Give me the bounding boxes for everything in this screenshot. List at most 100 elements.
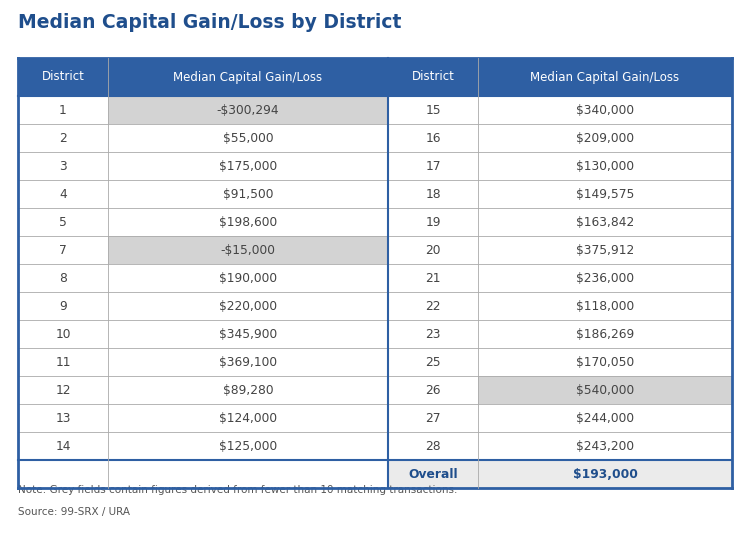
Bar: [18, 152, 108, 180]
Text: $244,000: $244,000: [576, 411, 634, 425]
Text: $369,100: $369,100: [219, 355, 277, 368]
Bar: [478, 404, 732, 432]
Text: $175,000: $175,000: [219, 160, 278, 173]
Bar: [108, 124, 388, 152]
Bar: [108, 264, 388, 292]
Bar: [18, 432, 108, 460]
Text: $163,842: $163,842: [576, 215, 634, 228]
Text: $540,000: $540,000: [576, 384, 634, 397]
Bar: [388, 292, 478, 320]
Text: 20: 20: [425, 244, 441, 257]
Bar: [478, 292, 732, 320]
Bar: [478, 96, 732, 124]
Bar: [18, 264, 108, 292]
Bar: [478, 124, 732, 152]
Bar: [18, 376, 108, 404]
Bar: [18, 58, 108, 96]
Bar: [108, 96, 388, 124]
Text: $190,000: $190,000: [219, 271, 277, 284]
Text: $118,000: $118,000: [576, 300, 634, 312]
Bar: [478, 58, 732, 96]
Bar: [18, 124, 108, 152]
Text: 17: 17: [425, 160, 441, 173]
Bar: [108, 376, 388, 404]
Bar: [388, 460, 478, 488]
Text: 2: 2: [59, 131, 67, 144]
Bar: [108, 432, 388, 460]
Text: $89,280: $89,280: [223, 384, 273, 397]
Text: $340,000: $340,000: [576, 104, 634, 117]
Text: 4: 4: [59, 187, 67, 201]
Text: $209,000: $209,000: [576, 131, 634, 144]
Text: $170,050: $170,050: [576, 355, 634, 368]
Text: 28: 28: [425, 439, 441, 452]
Text: 1: 1: [59, 104, 67, 117]
Text: -$300,294: -$300,294: [217, 104, 279, 117]
Bar: [388, 152, 478, 180]
Bar: [478, 376, 732, 404]
Text: 13: 13: [56, 411, 70, 425]
Text: $186,269: $186,269: [576, 328, 634, 341]
Text: 21: 21: [425, 271, 441, 284]
Text: Median Capital Gain/Loss: Median Capital Gain/Loss: [530, 70, 680, 83]
Text: $91,500: $91,500: [223, 187, 273, 201]
Bar: [108, 180, 388, 208]
Text: $130,000: $130,000: [576, 160, 634, 173]
Text: $375,912: $375,912: [576, 244, 634, 257]
Text: -$15,000: -$15,000: [220, 244, 275, 257]
Bar: [478, 236, 732, 264]
Text: $125,000: $125,000: [219, 439, 278, 452]
Text: 9: 9: [59, 300, 67, 312]
Text: 25: 25: [425, 355, 441, 368]
Bar: [108, 236, 388, 264]
Text: 22: 22: [425, 300, 441, 312]
Bar: [108, 320, 388, 348]
Text: District: District: [41, 70, 85, 83]
Text: 15: 15: [425, 104, 441, 117]
Text: $236,000: $236,000: [576, 271, 634, 284]
Text: 16: 16: [425, 131, 441, 144]
Bar: [108, 404, 388, 432]
Bar: [18, 236, 108, 264]
Bar: [388, 348, 478, 376]
Text: 8: 8: [59, 271, 67, 284]
Text: Overall: Overall: [408, 468, 458, 481]
Text: Source: 99-SRX / URA: Source: 99-SRX / URA: [18, 507, 130, 517]
Bar: [388, 180, 478, 208]
Text: 27: 27: [425, 411, 441, 425]
Text: 14: 14: [56, 439, 70, 452]
Bar: [18, 404, 108, 432]
Bar: [478, 208, 732, 236]
Bar: [18, 180, 108, 208]
Bar: [108, 58, 388, 96]
Bar: [388, 264, 478, 292]
Bar: [18, 348, 108, 376]
Text: 19: 19: [425, 215, 441, 228]
Bar: [478, 432, 732, 460]
Bar: [108, 208, 388, 236]
Text: $193,000: $193,000: [572, 468, 638, 481]
Text: $198,600: $198,600: [219, 215, 278, 228]
Bar: [18, 292, 108, 320]
Text: $243,200: $243,200: [576, 439, 634, 452]
Bar: [478, 320, 732, 348]
Text: 5: 5: [59, 215, 67, 228]
Text: Median Capital Gain/Loss: Median Capital Gain/Loss: [173, 70, 322, 83]
Bar: [388, 58, 478, 96]
Bar: [478, 460, 732, 488]
Text: District: District: [412, 70, 454, 83]
Bar: [478, 152, 732, 180]
Bar: [388, 376, 478, 404]
Bar: [388, 208, 478, 236]
Bar: [478, 348, 732, 376]
Bar: [108, 460, 388, 488]
Text: Median Capital Gain/Loss by District: Median Capital Gain/Loss by District: [18, 13, 401, 32]
Text: $345,900: $345,900: [219, 328, 278, 341]
Text: 23: 23: [425, 328, 441, 341]
Bar: [108, 152, 388, 180]
Bar: [388, 124, 478, 152]
Text: 26: 26: [425, 384, 441, 397]
Bar: [388, 320, 478, 348]
Bar: [18, 96, 108, 124]
Bar: [18, 208, 108, 236]
